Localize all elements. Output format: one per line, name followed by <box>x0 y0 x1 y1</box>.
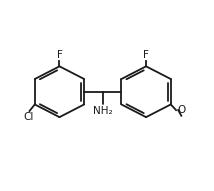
Text: O: O <box>177 105 185 115</box>
Text: F: F <box>143 50 149 60</box>
Text: F: F <box>56 50 62 60</box>
Text: Cl: Cl <box>23 112 34 122</box>
Text: NH₂: NH₂ <box>93 106 113 116</box>
